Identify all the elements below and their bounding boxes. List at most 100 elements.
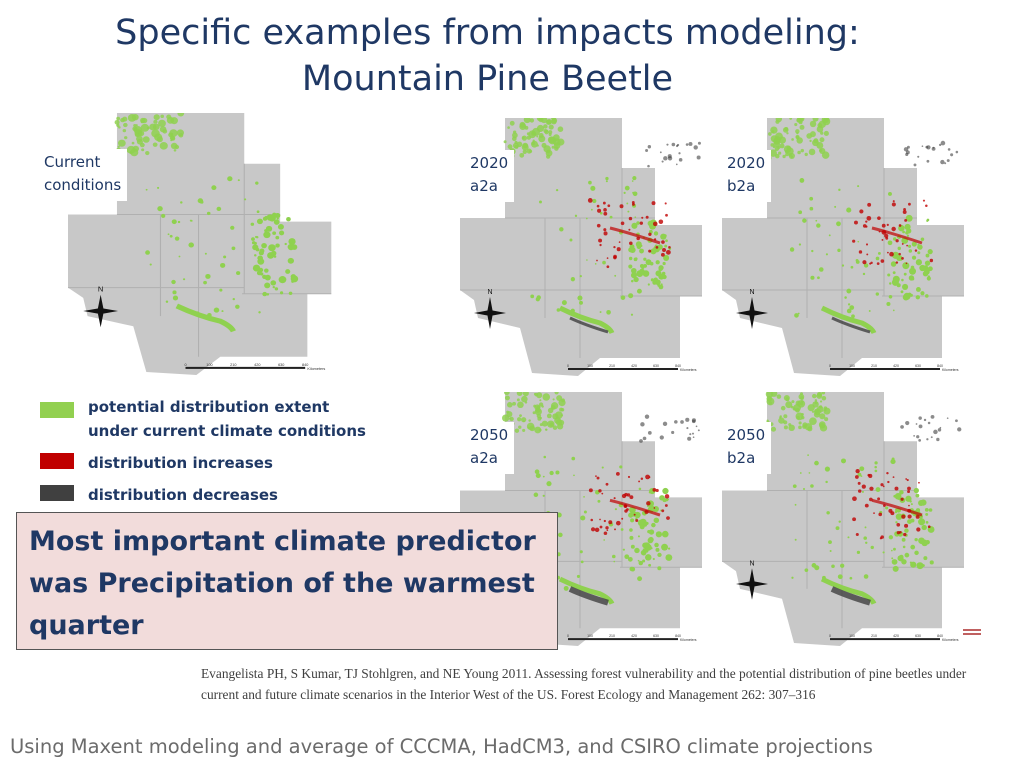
extent-patch [895, 521, 898, 524]
extent-patch [235, 304, 240, 309]
extent-patch [814, 460, 819, 466]
extent-patch [856, 550, 861, 554]
extent-patch [815, 219, 818, 222]
extent-patch [588, 180, 592, 185]
extent-patch [925, 294, 929, 298]
map-label-line2: b2a [727, 177, 756, 195]
decrease-band [831, 316, 871, 334]
extent-patch [926, 218, 930, 222]
map-2020-a2a: N 0 100 210 420 630 840 Kilometers 2020 a2a [460, 118, 710, 376]
increase-patch [631, 202, 635, 206]
extent-patch [614, 508, 618, 511]
extent-patch [122, 129, 127, 133]
extent-patch [592, 198, 597, 204]
map-2020-b2a-label: 2020 b2a [721, 150, 772, 202]
extent-patch [796, 137, 799, 140]
extent-patch [585, 217, 588, 220]
increase-patch [880, 483, 884, 487]
extent-patch [776, 394, 782, 399]
increase-patch [629, 495, 634, 500]
increase-patch [907, 486, 911, 491]
extent-patch [819, 148, 823, 153]
extent-patch [630, 510, 633, 513]
extent-patch [548, 130, 553, 135]
extent-patch [786, 132, 789, 135]
scale-tick-label: 210 [230, 363, 236, 367]
extent-patch [847, 303, 851, 306]
decorative-mark [963, 629, 981, 635]
extent-patch [792, 484, 797, 489]
extent-patch [223, 255, 227, 259]
extent-patch [123, 122, 128, 128]
extent-patch [823, 407, 831, 415]
extent-patch [117, 145, 120, 148]
extent-patch [264, 268, 269, 273]
extent-patch [649, 261, 654, 266]
extent-patch [796, 415, 800, 420]
increase-patch [590, 518, 594, 522]
extent-patch [841, 458, 846, 464]
extent-patch [911, 241, 917, 247]
extent-patch [885, 506, 889, 510]
extent-patch [237, 179, 240, 182]
extent-patch [925, 521, 929, 524]
extent-patch [924, 507, 929, 512]
extent-patch [816, 223, 821, 228]
extent-patch [798, 425, 802, 430]
extent-patch [639, 524, 645, 530]
extent-patch [172, 290, 177, 295]
extent-patch [915, 493, 920, 498]
extent-patch [900, 290, 904, 294]
extent-patch [828, 234, 831, 237]
extent-patch [167, 233, 170, 236]
extent-patch [825, 480, 828, 484]
extent-patch [631, 274, 634, 277]
decrease-patch [674, 420, 678, 424]
extent-patch [158, 119, 166, 128]
extent-patch [782, 154, 786, 159]
extent-patch [801, 415, 805, 420]
increase-patch [877, 216, 881, 220]
extent-patch [809, 120, 817, 128]
extent-patch [522, 392, 529, 397]
increase-patch [906, 478, 909, 482]
map-2020-a2a-label: 2020 a2a [464, 150, 515, 202]
increase-patch [888, 508, 893, 513]
increase-patch [587, 198, 593, 203]
extent-patch [142, 136, 150, 143]
decrease-patch [676, 143, 680, 147]
extent-patch [131, 141, 135, 145]
increase-patch [599, 243, 602, 247]
increase-patch [653, 507, 656, 509]
extent-patch [542, 393, 551, 401]
extent-patch [227, 176, 233, 182]
extent-patch [783, 425, 788, 430]
extent-patch [131, 113, 139, 121]
extent-patch [779, 143, 785, 149]
extent-patch [896, 255, 900, 259]
increase-patch [885, 236, 889, 240]
decrease-patch [955, 150, 959, 154]
extent-patch [517, 401, 524, 409]
extent-patch [788, 153, 792, 157]
extent-patch [577, 295, 583, 301]
map-land [68, 113, 332, 375]
decrease-patch [639, 439, 643, 443]
extent-patch [622, 548, 625, 551]
extent-patch [639, 268, 645, 274]
extent-patch [648, 491, 652, 494]
extent-patch [602, 260, 606, 265]
scale-tick-label: 210 [871, 364, 877, 368]
slide-title: Specific examples from impacts modeling:… [0, 10, 975, 102]
extent-patch [172, 295, 179, 301]
extent-patch [116, 123, 120, 127]
increase-band [871, 498, 923, 517]
extent-patch [145, 150, 150, 156]
map-land [722, 392, 964, 646]
extent-patch [929, 560, 934, 565]
increase-patch [866, 215, 872, 221]
extent-patch [288, 238, 296, 245]
